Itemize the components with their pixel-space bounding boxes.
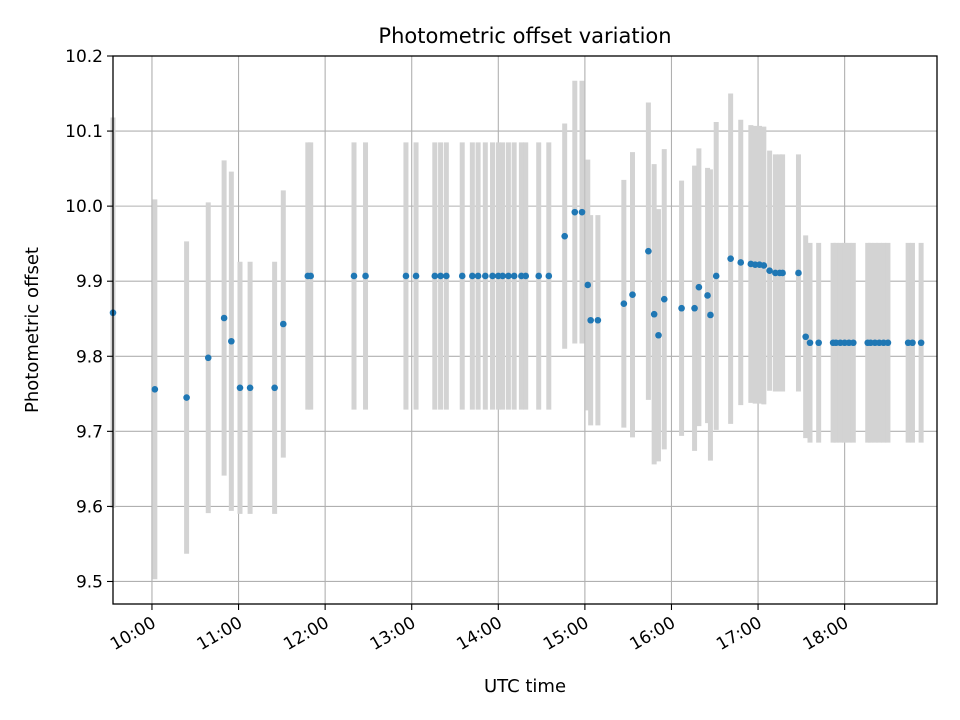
data-point	[678, 304, 685, 312]
data-point	[660, 295, 668, 303]
data-point	[850, 339, 857, 347]
data-point	[489, 272, 496, 280]
data-point	[815, 339, 822, 347]
data-point	[650, 310, 658, 318]
data-point	[587, 316, 594, 324]
data-point	[402, 272, 410, 280]
data-point	[228, 337, 235, 345]
y-tick-label: 9.9	[76, 272, 103, 292]
x-tick-label: 18:00	[800, 613, 852, 655]
x-axis-title: UTC time	[484, 676, 566, 697]
y-tick-label: 10.1	[65, 122, 103, 142]
y-tick-label: 9.6	[76, 497, 103, 517]
data-point	[307, 272, 315, 280]
data-point	[220, 314, 228, 322]
y-tick-label: 9.8	[76, 347, 103, 367]
x-tick-label: 13:00	[367, 613, 419, 655]
x-tick-label: 10:00	[107, 613, 159, 655]
data-point	[802, 333, 809, 341]
data-point	[712, 272, 720, 280]
data-point	[620, 300, 628, 308]
y-axis-ticks: 9.5 9.6 9.7 9.8 9.9 10.0 10.1 10.2	[65, 47, 113, 592]
data-point	[510, 272, 518, 280]
data-point	[779, 269, 786, 277]
data-point	[760, 262, 768, 269]
y-tick-label: 9.7	[76, 422, 103, 442]
data-point	[691, 304, 698, 312]
data-point	[806, 339, 814, 347]
data-point	[204, 354, 212, 362]
data-point	[482, 272, 489, 280]
data-point	[561, 232, 568, 240]
data-point	[795, 269, 802, 277]
data-point	[704, 292, 711, 299]
y-tick-label: 9.5	[76, 572, 103, 592]
data-point	[727, 255, 734, 262]
data-point	[431, 272, 439, 280]
data-point	[884, 339, 892, 347]
data-point	[655, 331, 662, 339]
data-point	[594, 316, 602, 324]
data-point	[443, 272, 450, 280]
data-point	[707, 311, 714, 319]
data-point	[545, 272, 553, 280]
data-point	[917, 339, 925, 347]
chart-title: Photometric offset variation	[378, 24, 671, 48]
x-tick-label: 15:00	[540, 613, 592, 655]
y-tick-label: 10.2	[65, 47, 103, 67]
y-axis-title: Photometric offset	[22, 247, 43, 413]
data-point	[695, 283, 703, 291]
data-point	[279, 320, 287, 328]
data-point	[350, 272, 358, 280]
data-point	[766, 267, 773, 274]
data-point	[645, 247, 652, 255]
data-point	[474, 272, 482, 280]
data-point	[535, 272, 543, 280]
data-point	[437, 272, 444, 280]
data-point	[469, 272, 476, 280]
x-axis-ticks: 10:00 11:00 12:00 13:00 14:00 15:00 16:00 17:00…	[107, 604, 852, 655]
data-point	[151, 386, 159, 393]
x-tick-label: 14:00	[453, 613, 505, 655]
x-tick-label: 17:00	[713, 613, 765, 655]
data-point	[909, 339, 916, 347]
data-point	[499, 272, 506, 280]
x-tick-label: 11:00	[194, 613, 246, 655]
data-point	[271, 384, 278, 392]
data-points	[109, 208, 925, 401]
x-tick-label: 16:00	[627, 613, 679, 655]
x-tick-label: 12:00	[280, 613, 332, 655]
data-point	[458, 272, 466, 280]
y-tick-label: 10.0	[65, 197, 103, 217]
data-point	[236, 384, 244, 392]
data-point	[183, 394, 190, 401]
data-point	[246, 384, 254, 392]
data-point	[571, 208, 579, 216]
data-point	[362, 272, 369, 280]
data-point	[578, 208, 586, 216]
plot-frame	[112, 55, 938, 605]
data-point	[522, 272, 530, 280]
error-bars	[110, 80, 924, 580]
data-point	[505, 272, 512, 280]
data-point	[629, 291, 636, 299]
data-point	[737, 259, 745, 266]
data-point	[412, 272, 420, 280]
data-point	[584, 281, 592, 289]
